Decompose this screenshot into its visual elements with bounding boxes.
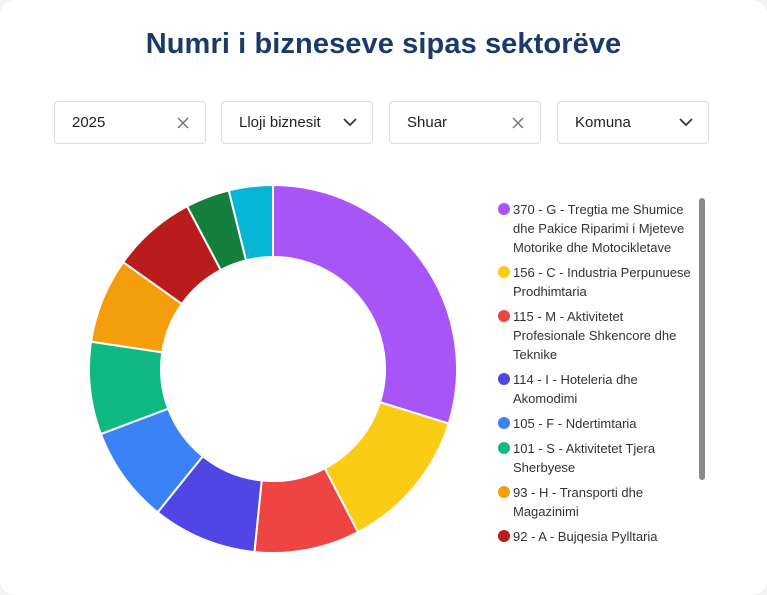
legend-item[interactable]: 101 - S - Aktivitetet Tjera Sherbyese [498,439,698,477]
legend-swatch [498,373,510,385]
legend-item[interactable]: 92 - A - Bujqesia Pylltaria [498,527,698,546]
clear-icon[interactable] [175,115,191,131]
legend-swatch [498,486,510,498]
year-select[interactable]: 2025 [54,101,206,144]
legend-label: 156 - C - Industria Perpunuese Prodhimta… [513,265,691,299]
legend-item[interactable]: 93 - H - Transporti dhe Magazinimi [498,483,698,521]
business-type-select-value: Lloji biznesit [239,114,321,131]
legend-label: 114 - I - Hoteleria dhe Akomodimi [513,372,638,406]
municipality-select-value: Komuna [575,114,631,131]
business-type-select[interactable]: Lloji biznesit [221,101,373,144]
legend-label: 115 - M - Aktivitetet Profesionale Shken… [513,309,677,362]
municipality-select[interactable]: Komuna [557,101,709,144]
legend-scrollbar[interactable] [699,198,705,480]
chevron-down-icon[interactable] [678,115,694,131]
legend-swatch [498,203,510,215]
donut-chart [88,183,458,554]
donut-slice-10[interactable] [227,183,274,262]
status-select-value: Shuar [407,114,448,131]
legend-swatch [498,310,510,322]
legend-label: 101 - S - Aktivitetet Tjera Sherbyese [513,441,656,475]
legend-item[interactable]: 370 - G - Tregtia me Shumice dhe Pakice … [498,200,698,257]
legend-label: 370 - G - Tregtia me Shumice dhe Pakice … [513,202,685,255]
donut-slice-1[interactable] [272,183,458,425]
legend-swatch [498,417,510,429]
year-select-value: 2025 [72,114,106,131]
clear-icon[interactable] [510,115,526,131]
page-title: Numri i bizneseve sipas sektorëve [145,28,622,60]
legend-label: 105 - F - Ndertimtaria [513,416,637,431]
chart-legend: 370 - G - Tregtia me Shumice dhe Pakice … [498,200,698,566]
legend-item[interactable]: 115 - M - Aktivitetet Profesionale Shken… [498,307,698,364]
legend-swatch [498,266,510,278]
legend-item[interactable]: 156 - C - Industria Perpunuese Prodhimta… [498,263,698,301]
legend-label: 93 - H - Transporti dhe Magazinimi [513,485,644,519]
legend-item[interactable]: 105 - F - Ndertimtaria [498,414,698,433]
legend-label: 92 - A - Bujqesia Pylltaria [513,529,658,544]
status-select[interactable]: Shuar [389,101,541,144]
chevron-down-icon[interactable] [342,115,358,131]
legend-swatch [498,530,510,542]
legend-item[interactable]: 114 - I - Hoteleria dhe Akomodimi [498,370,698,408]
legend-swatch [498,442,510,454]
